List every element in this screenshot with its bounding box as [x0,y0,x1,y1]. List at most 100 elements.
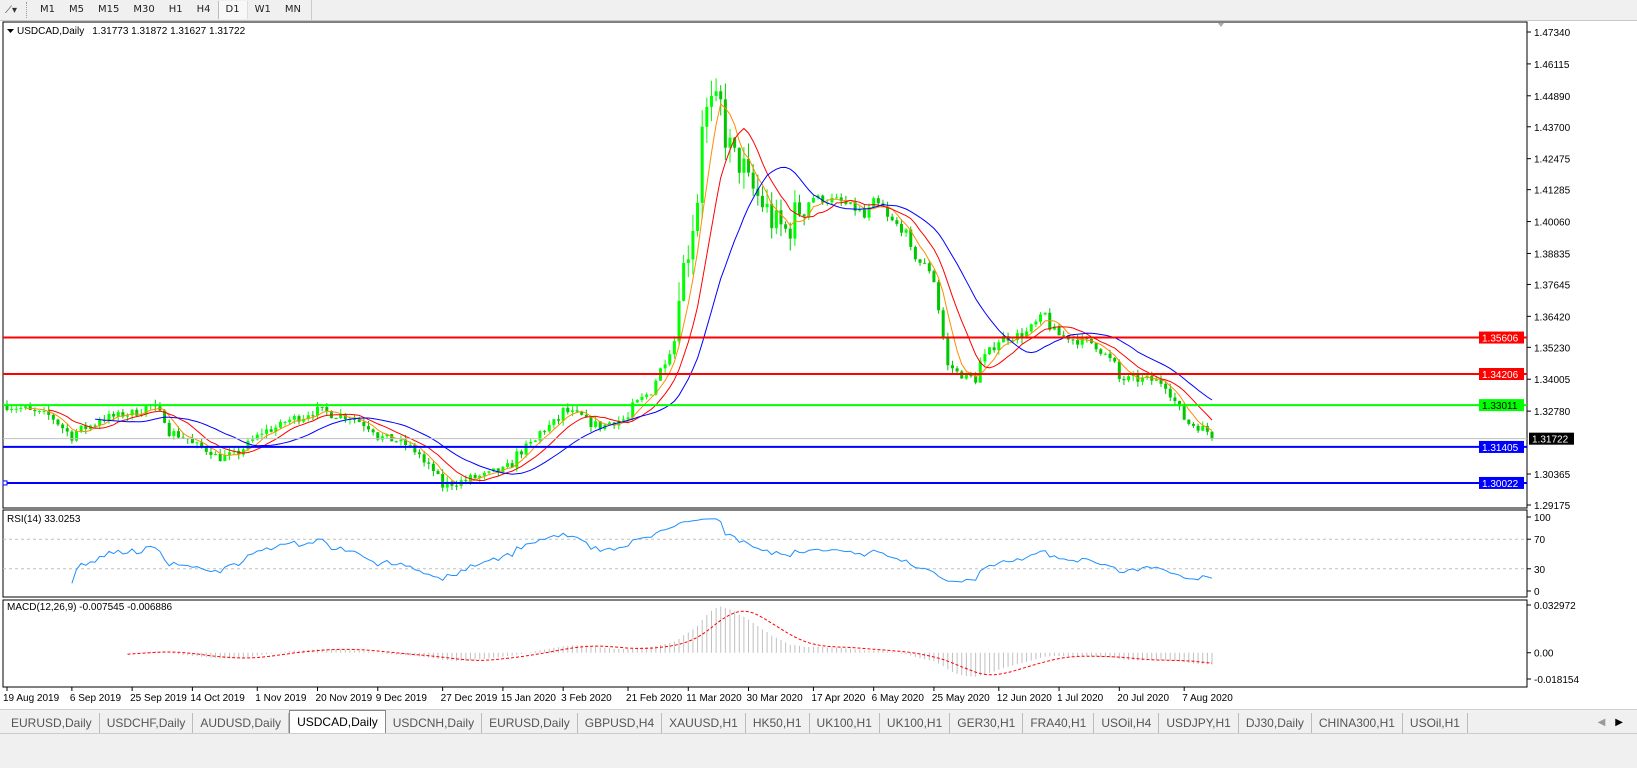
candle-body [1140,377,1144,382]
chart-tab[interactable]: HK50,H1 [746,713,810,733]
timeframe-mn[interactable]: MN [284,4,301,15]
chart-window[interactable]: 1.47340 1.46115 1.44890 1.43700 1.42475 1.412… [0,20,1637,709]
main-price-panel[interactable] [2,21,1528,509]
date-axis-label: 6 Sep 2019 [70,693,122,704]
candle-body [784,224,788,229]
candle-body [288,419,292,422]
candle-body [1113,358,1117,362]
price-axis-label: 1.29175 [1534,501,1571,512]
candle-body [876,198,880,204]
candle-body [1103,353,1107,355]
date-axis-label: 14 Oct 2019 [190,693,245,704]
price-axis-label: 1.32780 [1534,407,1571,418]
candle-body [654,380,658,395]
candle-body [997,342,1001,351]
date-axis-label: 15 Jan 2020 [501,693,556,704]
candle-body [311,415,315,417]
candle-body [1043,312,1047,315]
candle-body [260,433,264,435]
candle-body [886,207,890,217]
scroll-left-icon[interactable]: ◀ [1597,717,1606,728]
candle-body [584,414,588,418]
candle-body [1164,383,1168,389]
chart-tab[interactable]: UK100,H1 [810,713,880,733]
date-axis-label: 20 Jul 2020 [1117,693,1169,704]
candle-body [719,91,723,100]
date-axis-label: 30 Mar 2020 [747,693,804,704]
timeframe-m1[interactable]: M1 [40,4,55,15]
candle-body [635,400,639,403]
chart-tab[interactable]: USOil,H4 [1094,713,1160,733]
price-axis-label: 1.30365 [1534,470,1571,481]
candle-body [394,441,398,443]
candle-body [246,440,250,450]
chart-tab[interactable]: USDCNH,Daily [386,713,483,733]
price-axis-label: 1.44890 [1534,92,1571,103]
timeframe-m30[interactable]: M30 [133,4,155,15]
chart-tab[interactable]: FRA40,H1 [1023,713,1095,733]
macd-label: MACD(12,26,9) -0.007545 -0.006886 [7,602,173,613]
candle-body [413,444,417,453]
candle-body [691,230,695,260]
candle-body [941,310,945,338]
chart-tab[interactable]: USDJPY,H1 [1159,713,1239,733]
candle-body [728,137,732,148]
collapse-triangle-icon[interactable] [7,29,14,33]
chart-tab[interactable]: GER30,H1 [950,713,1024,733]
candle-body [399,439,403,442]
candle-body [1001,336,1005,343]
date-axis-label: 6 May 2020 [872,693,925,704]
chart-tab[interactable]: UK100,H1 [880,713,951,733]
timeframe-m5[interactable]: M5 [69,4,84,15]
candle-body [733,137,737,148]
candle-body [631,402,635,418]
chart-tab[interactable]: DJ30,Daily [1239,713,1312,733]
candle-body [422,454,426,463]
chart-header: USDCAD,Daily 1.31773 1.31872 1.31627 1.31… [17,26,246,37]
chart-tab[interactable]: GBPUSD,H4 [578,713,663,733]
timeframe-d1[interactable]: D1 [217,1,248,19]
candle-body [195,442,199,444]
price-axis-label: 1.42475 [1534,155,1571,166]
timeframe-h1[interactable]: H1 [168,4,183,15]
candle-body [5,405,9,410]
chart-tab[interactable]: USDCHF,Daily [100,713,194,733]
candle-body [37,410,41,412]
scroll-right-icon[interactable]: ▶ [1615,717,1623,728]
candle-body [677,300,681,342]
chart-tab[interactable]: USDCAD,Daily [289,710,386,733]
price-axis-label: 1.47340 [1534,28,1571,39]
candle-body [473,474,477,479]
price-label-bg [1479,476,1524,489]
date-axis-label: 25 May 2020 [932,693,990,704]
rsi-panel[interactable] [2,509,1528,598]
candle-body [853,202,857,211]
chart-tab[interactable]: EURUSD,Daily [4,713,100,733]
candle-body [269,429,273,432]
chart-ohlc-values: 1.31773 1.31872 1.31627 1.31722 [92,26,245,37]
candle-body [126,415,129,417]
horizontal-line-price-label: 1.33011 [1482,401,1518,412]
line-tool-icon[interactable]: ⟋▾ [4,4,18,16]
chart-tab[interactable]: AUDUSD,Daily [193,713,290,733]
chart-tab[interactable]: EURUSD,Daily [482,713,578,733]
tab-scroll-controls: ◀ ▶ [1598,713,1637,733]
candle-body [566,407,570,413]
timeframe-buttons: M1 M5 M15 M30 H1 H4 D1 W1 MN [33,1,308,19]
price-axis-label: 1.38835 [1534,249,1571,260]
timeframe-w1[interactable]: W1 [254,4,271,15]
candle-body [529,441,533,444]
candle-body [640,396,644,401]
rsi-line [71,518,1213,584]
candle-body [723,99,727,148]
macd-panel[interactable] [2,599,1528,688]
candle-body [75,431,79,441]
chart-tab[interactable]: XAUUSD,H1 [662,713,746,733]
timeframe-h4[interactable]: H4 [196,4,211,15]
chart-tab[interactable]: USOil,H1 [1403,713,1468,733]
candle-body [909,229,913,247]
timeframe-m15[interactable]: M15 [98,4,120,15]
line-anchor-handle[interactable] [2,480,8,486]
candle-body [65,428,69,432]
chart-tab[interactable]: CHINA300,H1 [1312,713,1403,733]
